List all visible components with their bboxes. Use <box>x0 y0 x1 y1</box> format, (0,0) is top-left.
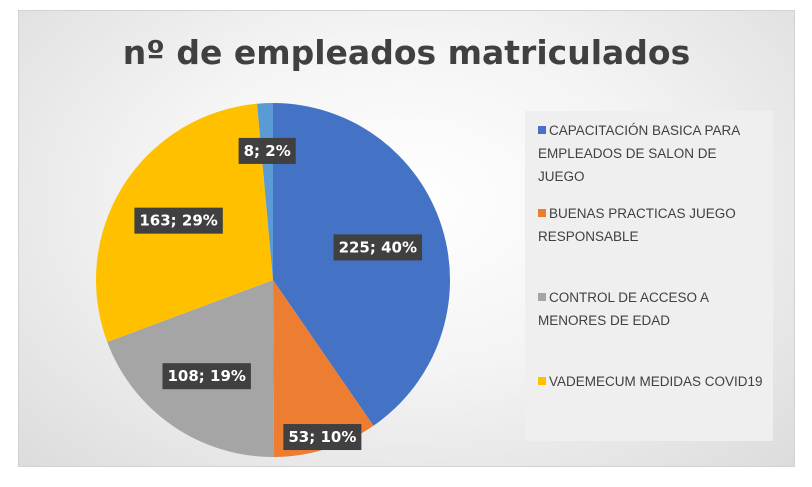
chart-area: nº de empleados matriculados 225; 40% 53;… <box>18 10 795 467</box>
data-label-text: 163; 29% <box>139 212 217 230</box>
data-label: 8; 2% <box>238 137 296 164</box>
data-label-text: 225; 40% <box>339 238 417 256</box>
legend-swatch <box>538 293 546 301</box>
data-label: 53; 10% <box>283 424 362 451</box>
legend-swatch <box>538 377 546 385</box>
pie-slice <box>273 280 374 457</box>
data-label-box <box>134 207 223 234</box>
legend-label: CAPACITACIÓN BASICA PARA EMPLEADOS DE SA… <box>538 123 740 184</box>
legend-label: VADEMECUM MEDIDAS COVID19 <box>549 374 763 389</box>
legend-swatch <box>538 126 546 134</box>
legend-item: VADEMECUM MEDIDAS COVID19 <box>538 370 763 393</box>
legend: CAPACITACIÓN BASICA PARA EMPLEADOS DE SA… <box>525 111 773 441</box>
data-label-box <box>283 424 362 451</box>
legend-item: CONTROL DE ACCESO A MENORES DE EDAD <box>538 286 763 332</box>
data-label-text: 8; 2% <box>244 142 291 160</box>
legend-label: CONTROL DE ACCESO A MENORES DE EDAD <box>538 290 709 328</box>
data-label: 108; 19% <box>162 363 251 390</box>
data-label-box <box>162 363 251 390</box>
legend-label: BUENAS PRACTICAS JUEGO RESPONSABLE <box>538 206 736 244</box>
chart-title: nº de empleados matriculados <box>122 33 691 72</box>
pie-slice <box>273 103 450 426</box>
data-label-text: 108; 19% <box>167 367 245 385</box>
legend-swatch <box>538 209 546 217</box>
data-label-box <box>238 137 296 164</box>
legend-item: BUENAS PRACTICAS JUEGO RESPONSABLE <box>538 202 763 248</box>
data-label: 225; 40% <box>333 234 423 261</box>
legend-item: CAPACITACIÓN BASICA PARA EMPLEADOS DE SA… <box>538 119 763 188</box>
data-label-box <box>333 234 423 261</box>
pie-chart: 225; 40% 53; 10% 108; 19% 163; 29% 8; 2% <box>95 103 450 458</box>
data-label-text: 53; 10% <box>288 428 356 446</box>
data-label: 163; 29% <box>134 207 223 234</box>
